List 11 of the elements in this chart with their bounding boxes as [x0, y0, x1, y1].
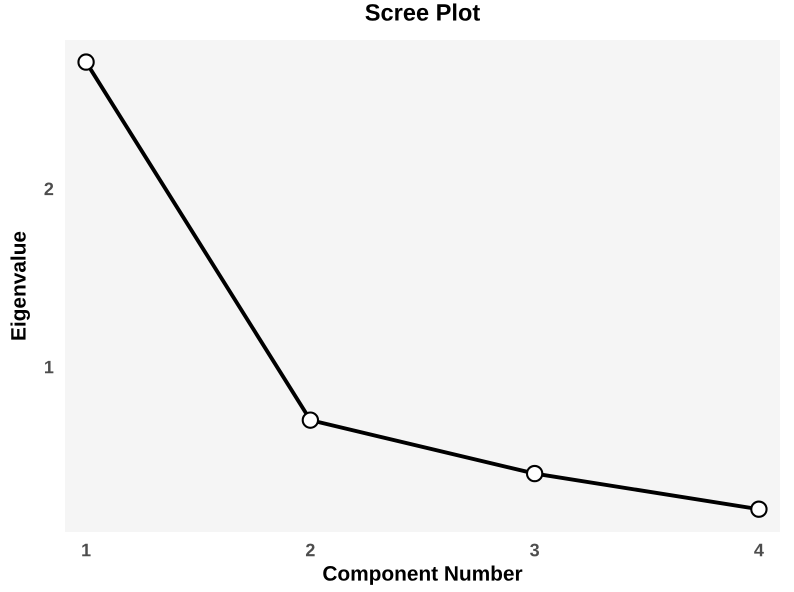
chart-title: Scree Plot [365, 3, 480, 21]
x-tick-label: 2 [306, 544, 315, 556]
point [302, 411, 320, 429]
x-tick-label: 1 [82, 544, 91, 556]
y-axis-title: Eigenvalue [10, 232, 30, 340]
point [750, 500, 768, 518]
x-tick-label: 3 [530, 544, 540, 556]
x-tick-label: 4 [754, 544, 764, 556]
point [526, 464, 544, 482]
x-axis-title: Component Number [323, 566, 522, 585]
point [77, 53, 95, 71]
